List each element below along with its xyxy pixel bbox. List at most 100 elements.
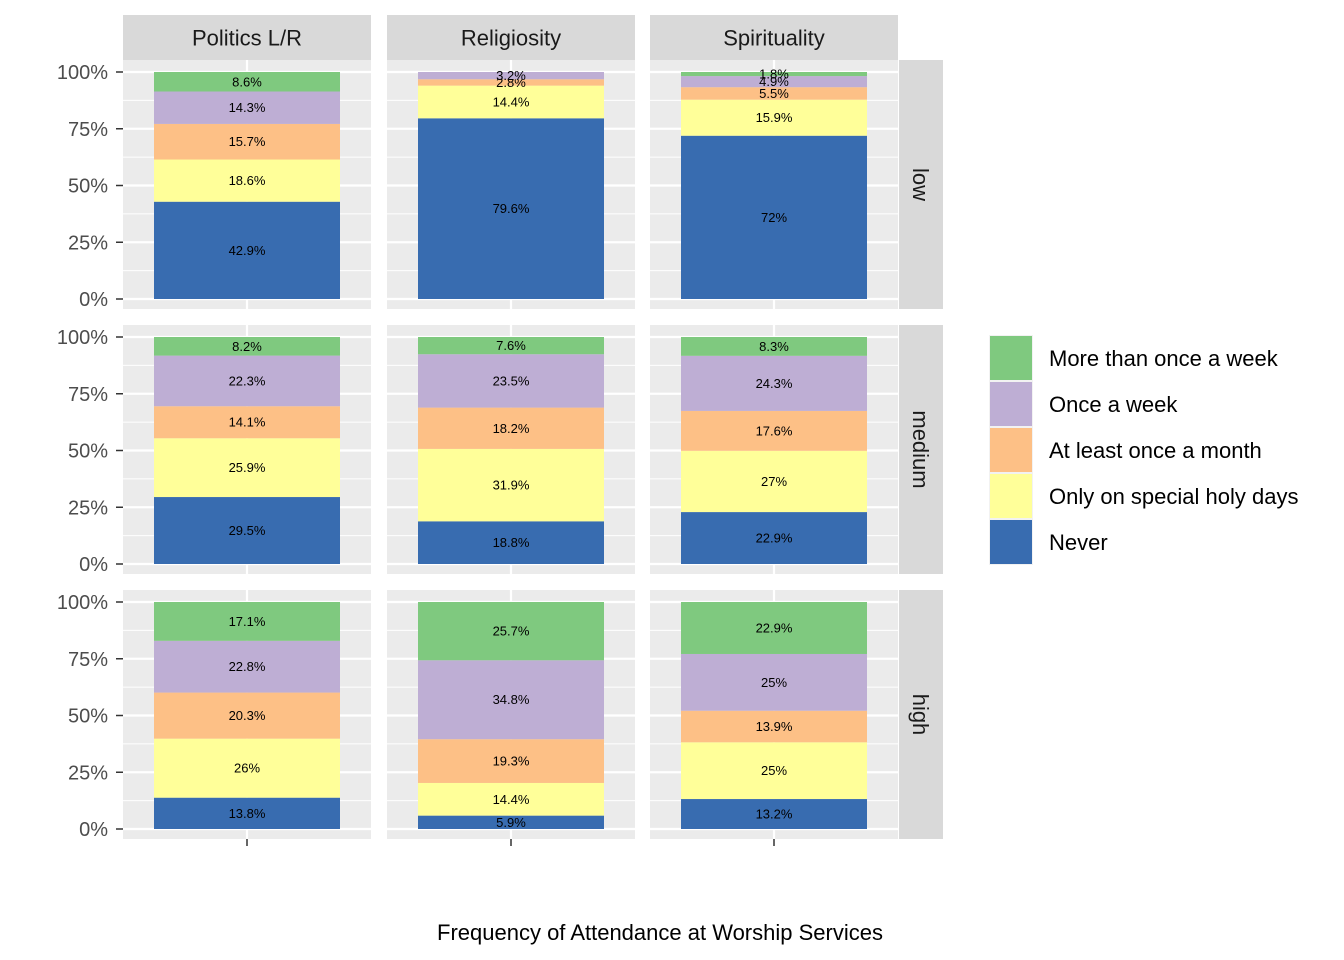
bar-segment-never xyxy=(681,135,867,299)
strip-background xyxy=(899,60,943,309)
column-strip-label: Religiosity xyxy=(461,26,561,51)
legend-label: Only on special holy days xyxy=(1049,484,1298,509)
legend-item-more-than-once-a-week: More than once a week xyxy=(989,335,1279,381)
legend-item-only-on-special-holy-days: Only on special holy days xyxy=(989,473,1298,519)
data-label: 34.8% xyxy=(493,692,530,707)
legend-label: More than once a week xyxy=(1049,346,1279,371)
data-label: 15.7% xyxy=(229,134,266,149)
x-axis-title: Frequency of Attendance at Worship Servi… xyxy=(437,920,883,945)
legend-swatch xyxy=(990,336,1032,380)
panel-spirituality-medium: 22.9% 27% 17.6% 24.3% 8.3% xyxy=(650,325,898,574)
y-tick-label: 75% xyxy=(68,119,108,141)
bar-segment-at-least-once-a-month xyxy=(418,79,604,86)
legend-label: Never xyxy=(1049,530,1108,555)
data-label: 13.9% xyxy=(756,719,793,734)
data-label: 18.6% xyxy=(229,173,266,188)
column-strip-spirituality: Spirituality xyxy=(650,15,898,60)
facet-strips: Politics L/R Religiosity Spirituality low me… xyxy=(123,15,943,839)
bar-segment-once-a-week xyxy=(681,653,867,711)
data-label: 23.5% xyxy=(493,373,530,388)
bar-segment-more-than-once-a-week xyxy=(418,602,604,661)
panel-spirituality-high: 13.2% 25% 13.9% 25% 22.9% xyxy=(650,590,898,839)
data-label: 8.6% xyxy=(232,74,262,89)
data-label: 17.1% xyxy=(229,614,266,629)
bar-segment-only-on-special-holy-days xyxy=(154,738,340,798)
row-strip-high: high xyxy=(899,590,943,839)
data-label: 18.8% xyxy=(493,535,530,550)
data-label: 8.3% xyxy=(759,339,789,354)
data-label: 5.9% xyxy=(496,815,526,830)
bar-segment-once-a-week xyxy=(681,76,867,88)
column-strip-politics-l-r: Politics L/R xyxy=(123,15,371,60)
bar-segment-at-least-once-a-month xyxy=(681,410,867,451)
column-strip-label: Politics L/R xyxy=(192,26,302,51)
bar-segment-never xyxy=(418,521,604,564)
bar-segment-more-than-once-a-week xyxy=(154,72,340,92)
data-label: 24.3% xyxy=(756,376,793,391)
data-label: 19.3% xyxy=(493,754,530,769)
legend-label: Once a week xyxy=(1049,392,1178,417)
row-strip-label: high xyxy=(908,694,933,736)
bar-segment-more-than-once-a-week xyxy=(418,337,604,355)
row-strip-low: low xyxy=(899,60,943,309)
y-tick-label: 25% xyxy=(68,232,108,254)
bar-segment-only-on-special-holy-days xyxy=(681,742,867,800)
y-tick-label: 0% xyxy=(79,554,108,576)
y-tick-label: 50% xyxy=(68,441,108,463)
row-strip-label: medium xyxy=(908,410,933,488)
bar-segment-only-on-special-holy-days xyxy=(418,782,604,816)
data-label: 14.4% xyxy=(493,792,530,807)
bar-segment-only-on-special-holy-days xyxy=(154,159,340,202)
data-label: 7.6% xyxy=(496,338,526,353)
bar-segment-only-on-special-holy-days xyxy=(681,99,867,136)
bar-segment-never xyxy=(154,797,340,829)
data-label: 8.2% xyxy=(232,339,262,354)
panel-politics-l-r-low: 42.9% 18.6% 15.7% 14.3% 8.6% xyxy=(123,60,371,309)
data-label: 22.9% xyxy=(756,620,793,635)
data-label: 25% xyxy=(761,763,787,778)
data-label: 22.3% xyxy=(229,373,266,388)
legend-item-never: Never xyxy=(989,519,1108,565)
legend-label: At least once a month xyxy=(1049,438,1262,463)
data-label: 22.9% xyxy=(756,531,793,546)
bar-segment-at-least-once-a-month xyxy=(418,739,604,783)
bar-segment-once-a-week xyxy=(418,72,604,80)
data-label: 31.9% xyxy=(493,478,530,493)
data-label: 14.4% xyxy=(493,94,530,109)
bar-segment-once-a-week xyxy=(418,354,604,408)
bar-segment-only-on-special-holy-days xyxy=(154,438,340,498)
y-tick-label: 25% xyxy=(68,762,108,784)
bar-segment-once-a-week xyxy=(154,355,340,407)
bar-segment-never xyxy=(154,497,340,564)
panel-religiosity-low: 79.6%14.4%2.8%3.2% xyxy=(387,60,635,309)
legend-swatch xyxy=(990,428,1032,472)
legend-swatch xyxy=(990,382,1032,426)
y-tick-label: 100% xyxy=(57,62,108,84)
y-tick-label: 75% xyxy=(68,649,108,671)
y-tick-label: 0% xyxy=(79,819,108,841)
bar-segment-never xyxy=(681,512,867,564)
bar-segment-never xyxy=(681,799,867,829)
bar-segment-once-a-week xyxy=(154,640,340,693)
bar-segment-more-than-once-a-week xyxy=(154,602,340,641)
strip-background xyxy=(899,325,943,574)
y-axis-high: 0% 25% 50% 75% 100% xyxy=(57,592,123,841)
bar-segment-only-on-special-holy-days xyxy=(681,450,867,513)
data-label: 26% xyxy=(234,761,260,776)
column-strip-religiosity: Religiosity xyxy=(387,15,635,60)
column-strip-label: Spirituality xyxy=(723,26,824,51)
bar-segment-at-least-once-a-month xyxy=(154,123,340,160)
panel-politics-l-r-high: 13.8% 26% 20.3% 22.8% 17.1% xyxy=(123,590,371,839)
legend: More than once a week Once a week At least… xyxy=(989,335,1298,565)
panel-spirituality-low: 72% 15.9% 5.5%4.9%1.8% xyxy=(650,60,898,309)
bar-segment-once-a-week xyxy=(681,355,867,411)
legend-item-at-least-once-a-month: At least once a month xyxy=(989,427,1262,473)
bar-segment-more-than-once-a-week xyxy=(681,337,867,356)
data-label: 72% xyxy=(761,210,787,225)
data-label: 13.8% xyxy=(229,806,266,821)
row-strip-medium: medium xyxy=(899,325,943,574)
y-tick-label: 25% xyxy=(68,497,108,519)
axes: 0% 25% 50% 75% 100% 0% 25% 50% 75% 100% 0% 25% 50% 75… xyxy=(57,62,775,846)
data-label: 1.8% xyxy=(759,67,789,82)
